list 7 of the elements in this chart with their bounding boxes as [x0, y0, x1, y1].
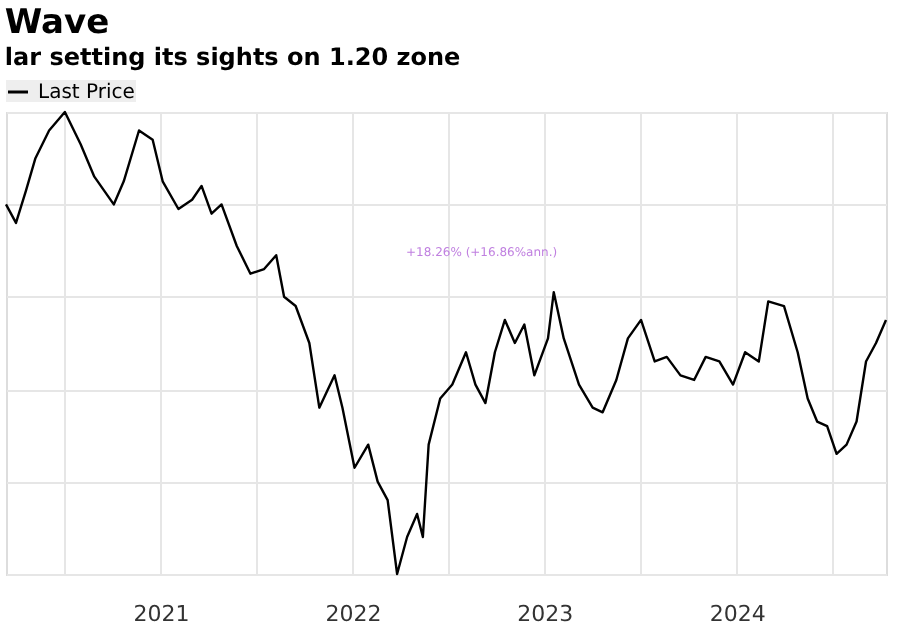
chart-title: Wave [4, 2, 110, 43]
x-tick-label: 2024 [709, 601, 766, 627]
legend-label: Last Price [38, 82, 135, 104]
x-tick-label: 2023 [517, 601, 574, 627]
x-tick-label: 2021 [133, 601, 190, 627]
chart-subtitle: lar setting its sights on 1.20 zone [4, 42, 461, 71]
x-tick-label: 2022 [325, 601, 382, 627]
